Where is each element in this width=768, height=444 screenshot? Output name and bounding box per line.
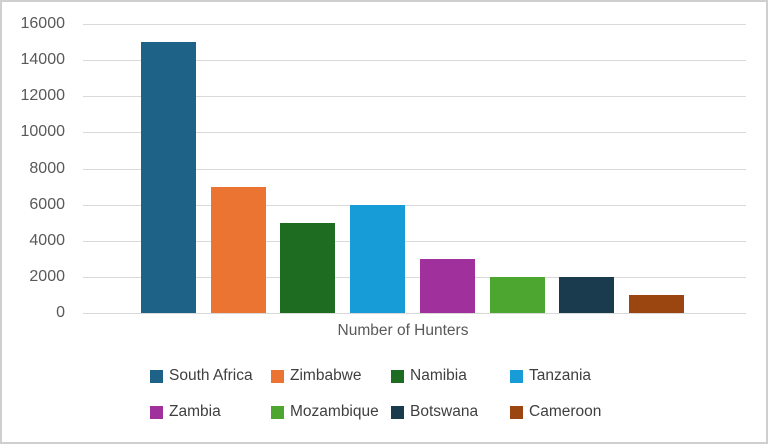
legend-label: Namibia xyxy=(410,367,467,384)
legend-swatch xyxy=(150,369,163,383)
bar-mozambique xyxy=(489,276,545,313)
plot-area xyxy=(83,24,746,314)
legend-item-mozambique: Mozambique xyxy=(271,403,379,421)
y-tick-label: 4000 xyxy=(29,231,65,249)
gridline xyxy=(83,24,746,25)
legend-row: South Africa Zimbabwe Namibia Tanzania xyxy=(2,367,766,387)
legend-swatch xyxy=(510,405,523,419)
legend-label: Cameroon xyxy=(529,403,602,420)
bar-namibia xyxy=(280,222,336,313)
bar-cameroon xyxy=(628,294,684,313)
legend-item-tanzania: Tanzania xyxy=(510,367,591,385)
legend-swatch xyxy=(510,369,523,383)
y-axis: 0 2000 4000 6000 8000 10000 12000 14000 16000 xyxy=(2,2,66,342)
y-tick-label: 16000 xyxy=(20,15,66,32)
legend-label: Mozambique xyxy=(290,403,379,420)
legend-swatch xyxy=(150,405,163,419)
gridline xyxy=(83,168,746,170)
y-tick-label: 0 xyxy=(56,304,65,321)
legend-swatch xyxy=(391,369,404,383)
gridline xyxy=(83,96,746,98)
x-axis-line xyxy=(83,313,746,314)
legend-swatch xyxy=(391,405,404,419)
legend-label: Tanzania xyxy=(529,367,592,384)
gridline xyxy=(83,60,746,62)
bar-zambia xyxy=(419,258,475,313)
gridline xyxy=(83,276,746,278)
gridline xyxy=(83,240,746,242)
y-tick-label: 14000 xyxy=(20,51,66,69)
legend-item-south-africa: South Africa xyxy=(150,367,253,385)
legend-label: Botswana xyxy=(410,403,479,420)
y-tick-label: 8000 xyxy=(29,159,65,177)
legend-label: South Africa xyxy=(169,367,253,384)
legend-row: Zambia Mozambique Botswana Cameroon xyxy=(2,403,766,423)
legend-item-zambia: Zambia xyxy=(150,403,221,421)
legend-swatch xyxy=(271,405,284,419)
legend-label: Zimbabwe xyxy=(290,367,362,384)
gridline xyxy=(83,132,746,134)
bar-botswana xyxy=(559,276,615,313)
y-tick-label: 10000 xyxy=(20,123,66,141)
y-tick-label: 2000 xyxy=(29,267,65,285)
legend-swatch xyxy=(271,369,284,383)
bar-zimbabwe xyxy=(210,186,266,313)
x-axis-title: Number of Hunters xyxy=(337,322,469,339)
legend-item-namibia: Namibia xyxy=(391,367,467,385)
legend-label: Zambia xyxy=(169,403,221,420)
legend-item-zimbabwe: Zimbabwe xyxy=(271,367,362,385)
gridline xyxy=(83,204,746,206)
bar-south-africa xyxy=(141,42,196,313)
bar-tanzania xyxy=(350,204,406,313)
legend-item-cameroon: Cameroon xyxy=(510,403,601,421)
y-tick-label: 12000 xyxy=(20,87,66,105)
legend-item-botswana: Botswana xyxy=(391,403,478,421)
y-tick-label: 6000 xyxy=(29,195,65,213)
